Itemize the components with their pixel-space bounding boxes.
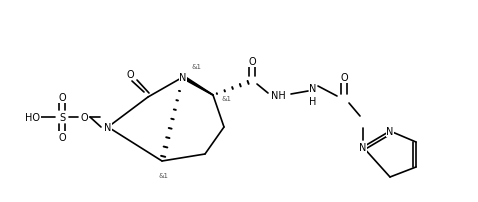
Text: O: O <box>340 73 348 83</box>
Text: O: O <box>126 70 134 80</box>
Text: &1: &1 <box>158 172 168 178</box>
Text: N: N <box>309 84 317 94</box>
Text: O: O <box>248 57 256 67</box>
Text: S: S <box>59 113 65 122</box>
Text: N: N <box>386 126 394 136</box>
Text: NH: NH <box>271 90 285 101</box>
Text: O: O <box>80 113 88 122</box>
Text: HO: HO <box>25 113 40 122</box>
Text: O: O <box>58 132 66 142</box>
Text: &1: &1 <box>192 64 202 70</box>
Text: O: O <box>58 93 66 102</box>
Text: N: N <box>179 73 187 83</box>
Text: N: N <box>104 122 112 132</box>
Text: H: H <box>309 97 317 106</box>
Text: N: N <box>359 142 367 152</box>
Polygon shape <box>182 76 213 96</box>
Text: &1: &1 <box>221 96 231 101</box>
